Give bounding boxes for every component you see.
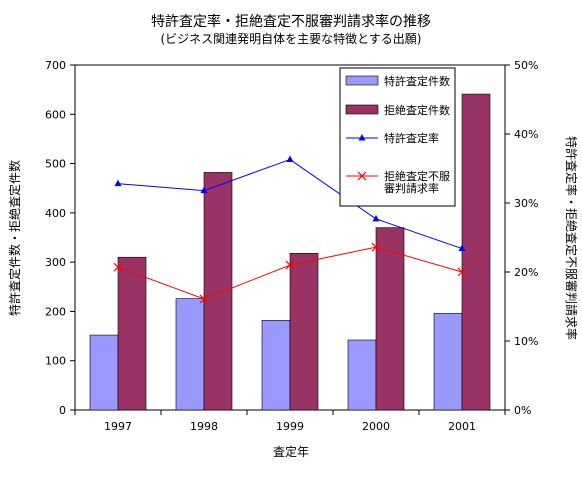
legend-label: 特許査定率 (384, 131, 439, 145)
legend-swatch (345, 104, 379, 115)
legend-label: 審判請求率 (384, 181, 439, 195)
bar (203, 172, 233, 411)
bar (261, 319, 291, 411)
legend-swatch (345, 75, 379, 86)
point-marker (200, 186, 208, 194)
y-left-tick-label: 700 (45, 59, 66, 72)
legend-label: 拒絶査定不服 (384, 169, 450, 183)
axes: 0 100 200 300 400 500 600 700 0% 10% 20% 30% 40% 50% 1… (45, 59, 538, 433)
bar (117, 256, 147, 411)
point-marker (458, 244, 466, 252)
y-right-tick-label: 50% (514, 59, 538, 72)
y-left-tick-label: 300 (45, 256, 66, 269)
y-right-tick-label: 20% (514, 266, 538, 279)
chart-subtitle: (ビジネス関連発明自体を主要な特徴とする出願) (160, 31, 421, 46)
legend-label: 拒絶査定件数 (384, 103, 450, 117)
point-marker (113, 262, 123, 272)
x-tick-label: 2000 (362, 420, 390, 433)
y-right-tick-label: 40% (514, 128, 538, 141)
x-tick-label: 1997 (104, 420, 132, 433)
bar (433, 313, 463, 411)
y-left-tick-label: 400 (45, 207, 66, 220)
point-marker (358, 134, 366, 141)
bar (375, 227, 405, 411)
bar (461, 93, 491, 411)
x-axis-label: 査定年 (273, 444, 309, 459)
y-axis-left-label: 特許査定件数・拒絶査定件数 (7, 160, 22, 316)
y-right-tick-label: 10% (514, 335, 538, 348)
point-marker (114, 179, 122, 187)
y-axis-right-label: 特許査定率・拒絶査定不服審判請求率 (564, 136, 579, 340)
point-marker (371, 242, 381, 252)
y-right-tick-label: 0% (514, 404, 531, 417)
point-marker (199, 294, 209, 304)
y-left-tick-label: 200 (45, 305, 66, 318)
bar (347, 339, 377, 411)
y-left-tick-label: 0 (59, 404, 66, 417)
x-tick-label: 2001 (448, 420, 476, 433)
bar (175, 298, 205, 411)
x-tick-label: 1998 (190, 420, 218, 433)
x-tick-label: 1999 (276, 420, 304, 433)
point-marker (372, 214, 380, 222)
y-right-tick-label: 30% (514, 197, 538, 210)
legend-label: 特許査定件数 (384, 74, 450, 88)
y-left-tick-label: 100 (45, 355, 66, 368)
point-marker (457, 267, 467, 277)
bar (289, 252, 319, 411)
chart-title: 特許査定率・拒絶査定不服審判請求率の推移 (151, 13, 431, 30)
series-layer (89, 93, 491, 411)
y-left-tick-label: 600 (45, 108, 66, 121)
bar (89, 334, 119, 411)
point-marker (285, 260, 295, 270)
point-marker (286, 155, 294, 163)
y-left-tick-label: 500 (45, 158, 66, 171)
legend-box (339, 67, 456, 207)
point-marker (357, 171, 367, 181)
